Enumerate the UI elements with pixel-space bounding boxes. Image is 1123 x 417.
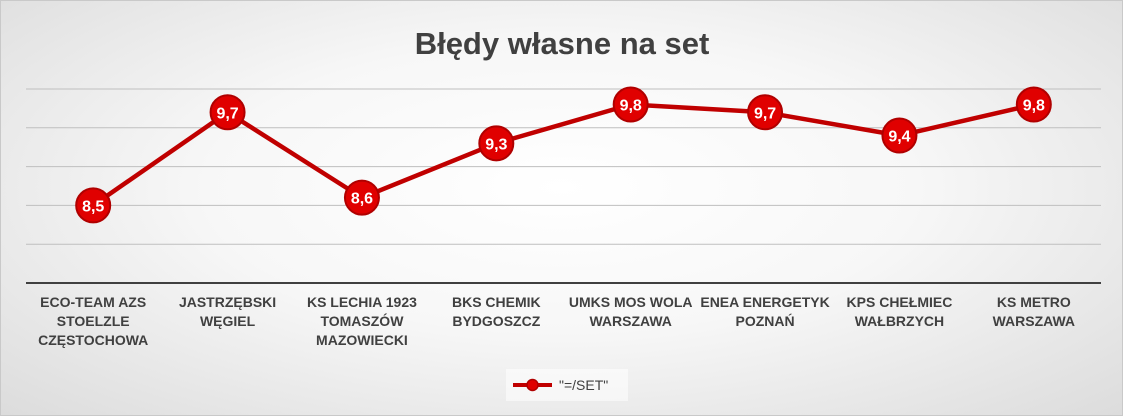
- data-label: 8,5: [82, 198, 104, 215]
- data-point-marker: [747, 94, 784, 131]
- x-tick-label-line: STOELZLE: [57, 313, 130, 329]
- data-label: 9,7: [754, 105, 776, 122]
- data-point-marker: [209, 94, 246, 131]
- x-tick-label-line: WARSZAWA: [589, 313, 671, 329]
- x-tick-label-line: BKS CHEMIK: [452, 294, 541, 310]
- x-tick-label-line: KPS CHEŁMIEC: [847, 294, 953, 310]
- x-tick-label-line: UMKS MOS WOLA: [569, 294, 693, 310]
- x-tick-label-line: MAZOWIECKI: [316, 332, 408, 348]
- x-tick-label: ENEA ENERGETYK POZNAŃ: [700, 294, 829, 329]
- data-point-marker: [75, 187, 112, 224]
- x-tick-label-line: ECO-TEAM AZS: [40, 294, 146, 310]
- x-axis-labels: ECO-TEAM AZS STOELZLE CZĘSTOCHOWA JASTRZĘBS…: [38, 294, 1075, 348]
- series-line: [91, 102, 1035, 208]
- x-tick-label-line: JASTRZĘBSKI: [179, 294, 276, 310]
- data-point-marker: [1015, 86, 1052, 123]
- gridlines: [26, 88, 1101, 245]
- x-tick-label-line: CZĘSTOCHOWA: [38, 332, 148, 348]
- x-tick-label-line: WAŁBRZYCH: [855, 313, 944, 329]
- x-tick-label-line: KS LECHIA 1923: [307, 294, 417, 310]
- chart-title: Błędy własne na set: [415, 26, 710, 61]
- x-tick-label-line: TOMASZÓW: [320, 312, 404, 329]
- data-label: 9,7: [216, 105, 238, 122]
- x-tick-label: JASTRZĘBSKI WĘGIEL: [179, 294, 276, 329]
- data-label: 9,8: [620, 98, 642, 115]
- data-point-marker: [881, 117, 918, 154]
- x-tick-label: KS LECHIA 1923 TOMASZÓW MAZOWIECKI: [307, 294, 417, 348]
- x-tick-label: UMKS MOS WOLA WARSZAWA: [569, 294, 693, 329]
- x-tick-label: ECO-TEAM AZS STOELZLE CZĘSTOCHOWA: [38, 294, 148, 348]
- x-tick-label: KPS CHEŁMIEC WAŁBRZYCH: [847, 294, 953, 329]
- x-tick-label: KS METRO WARSZAWA: [993, 294, 1075, 329]
- x-tick-label-line: WĘGIEL: [200, 313, 256, 329]
- data-point-marker: [343, 179, 380, 216]
- x-tick-label: BKS CHEMIK BYDGOSZCZ: [452, 294, 541, 329]
- legend-marker: [526, 378, 539, 392]
- data-label: 9,4: [888, 129, 910, 146]
- x-tick-label-line: POZNAŃ: [736, 313, 795, 329]
- data-point-marker: [478, 125, 515, 162]
- x-tick-label-line: ENEA ENERGETYK: [700, 294, 829, 310]
- data-point-marker: [612, 86, 649, 123]
- series-line-group: 8,5 9,7 8,6 9,3 9,8 9,7 9,4 9,8: [75, 86, 1052, 224]
- x-tick-label-line: KS METRO: [997, 294, 1071, 310]
- data-label: 9,3: [485, 136, 507, 153]
- data-label: 8,6: [351, 191, 373, 208]
- data-label: 9,8: [1023, 98, 1045, 115]
- x-tick-label-line: WARSZAWA: [993, 313, 1075, 329]
- legend: "=/SET": [506, 369, 628, 401]
- legend-label: "=/SET": [559, 377, 608, 393]
- x-tick-label-line: BYDGOSZCZ: [452, 313, 540, 329]
